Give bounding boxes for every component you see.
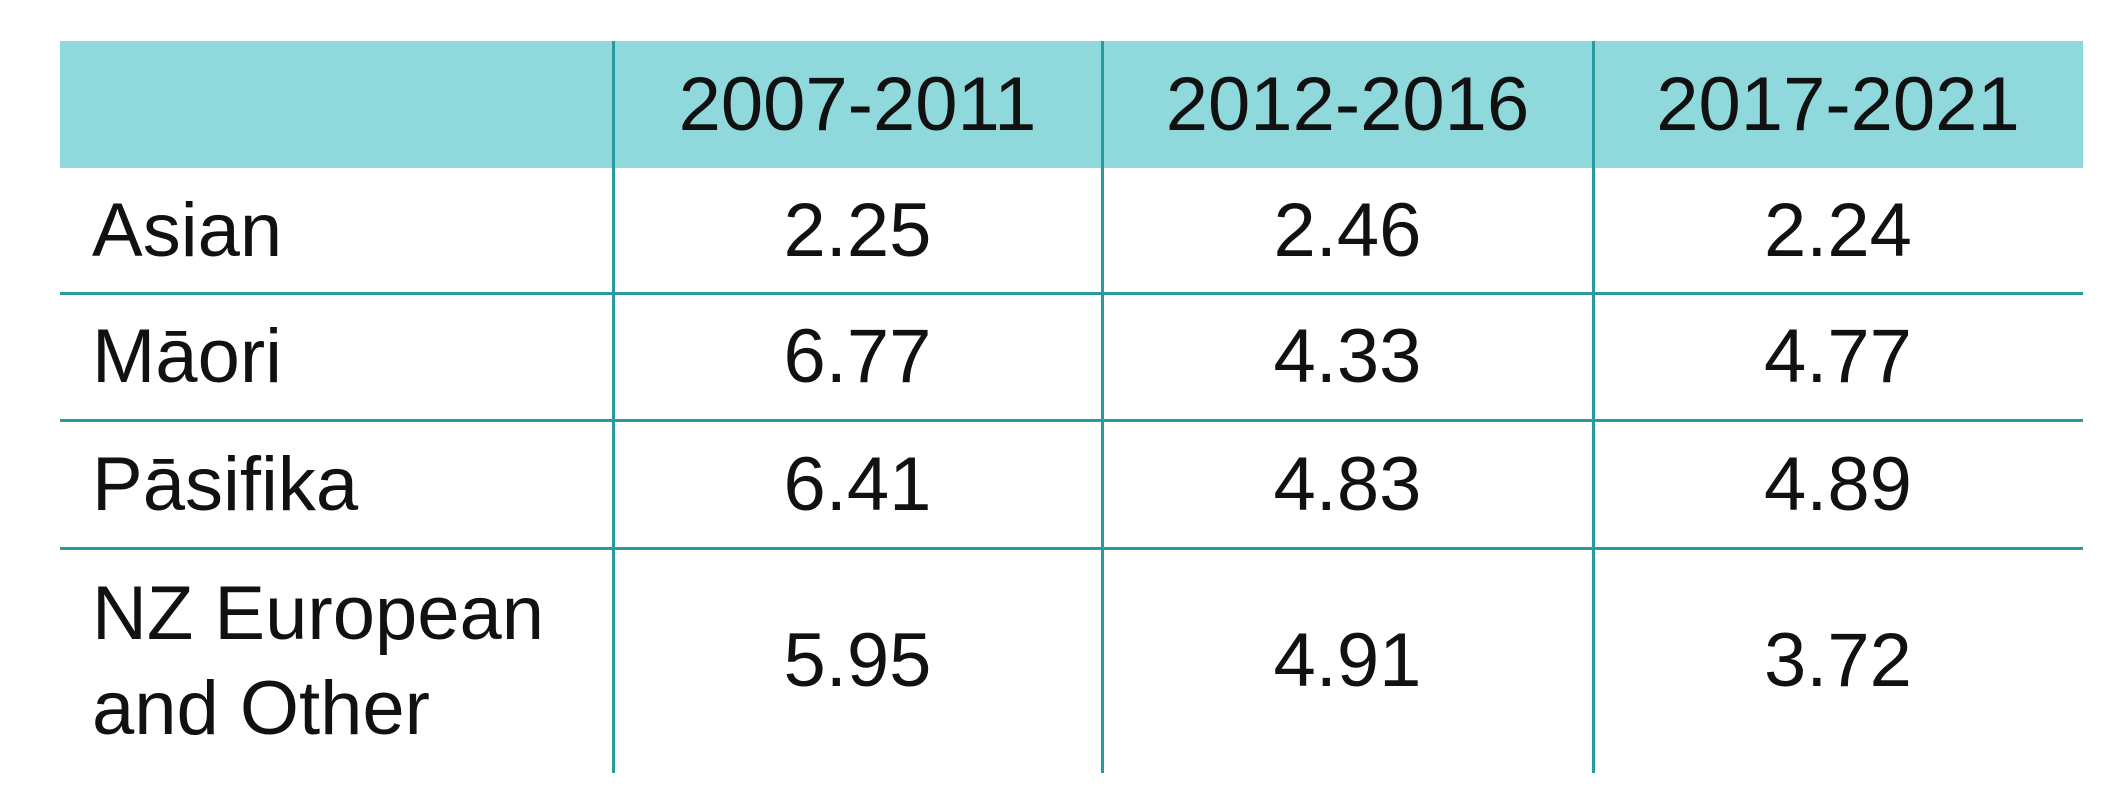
column-divider [612, 41, 615, 773]
table-cell: 4.83 [1273, 441, 1422, 527]
row-label: Māori [92, 314, 283, 399]
column-header: 2017-2021 [1656, 62, 2020, 147]
header-background [60, 41, 2083, 168]
column-header: 2012-2016 [1165, 62, 1530, 147]
table-cell: 4.91 [1273, 618, 1422, 703]
row-label: Pāsifika [92, 441, 359, 527]
row-label: NZ European and Other [92, 570, 545, 751]
table-cell: 4.33 [1273, 314, 1422, 399]
table-cell: 4.89 [1764, 441, 1912, 527]
table-cell: 2.46 [1273, 188, 1422, 273]
table-cell: 6.77 [783, 314, 932, 399]
row-divider [60, 547, 2083, 550]
table-cell: 4.77 [1764, 314, 1912, 399]
row-divider [60, 419, 2083, 422]
table-cell: 5.95 [783, 618, 932, 703]
table-cell: 6.41 [783, 441, 932, 527]
column-divider [1592, 41, 1595, 773]
row-divider [60, 292, 2083, 295]
row-label: Asian [92, 188, 283, 273]
table-cell: 2.25 [783, 188, 932, 273]
column-header: 2007-2011 [678, 62, 1037, 147]
table-cell: 2.24 [1764, 188, 1912, 273]
table-cell: 3.72 [1764, 618, 1912, 703]
column-divider [1101, 41, 1104, 773]
